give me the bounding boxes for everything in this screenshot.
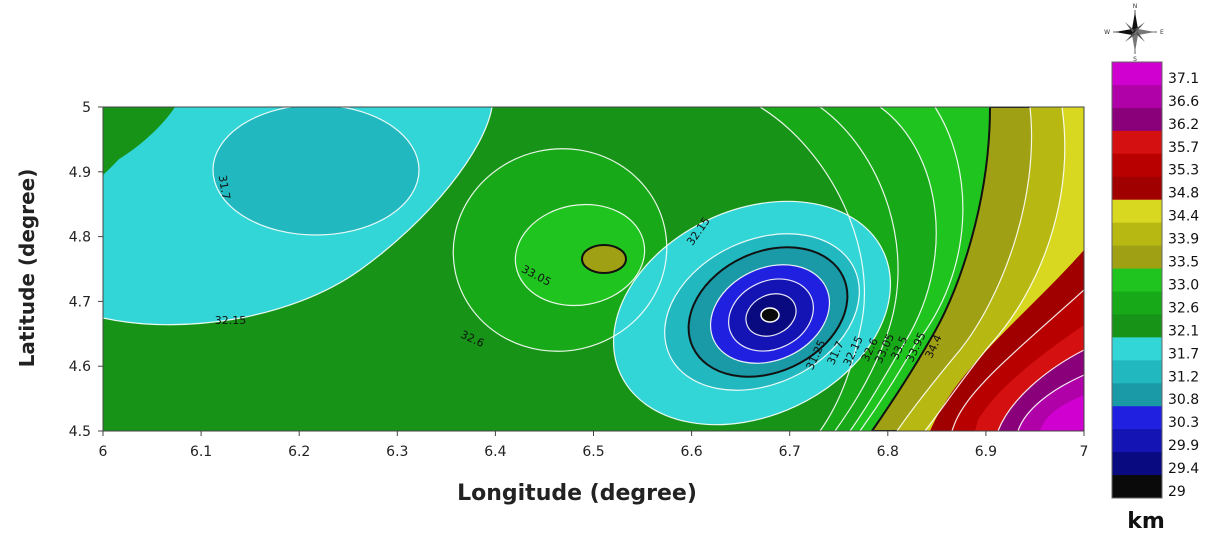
colorbar-label: 37.1 xyxy=(1168,71,1199,87)
colorbar-label: 31.7 xyxy=(1168,346,1199,362)
colorbar-swatch xyxy=(1112,429,1162,453)
x-tick-label: 6.6 xyxy=(680,444,702,460)
contour-label: 31.7 xyxy=(216,174,233,200)
colorbar-swatch xyxy=(1112,84,1162,109)
colorbar-label: 32.6 xyxy=(1168,300,1199,316)
colorbar-swatch xyxy=(1112,245,1162,270)
field-33-0-oval xyxy=(515,204,645,306)
colorbar-label: 31.2 xyxy=(1168,369,1199,385)
field-33-5-spot xyxy=(581,244,627,274)
colorbar-label: 32.1 xyxy=(1168,323,1199,339)
colorbar-label: 35.7 xyxy=(1168,140,1199,156)
y-tick-label: 4.9 xyxy=(69,165,91,181)
x-axis-title: Longitude (degree) xyxy=(457,481,697,506)
colorbar-swatch xyxy=(1112,314,1162,338)
contour-lines xyxy=(103,107,1084,431)
colorbar-label: 36.6 xyxy=(1168,94,1199,110)
x-tick-label: 7 xyxy=(1080,444,1089,460)
x-tick-label: 6.7 xyxy=(779,444,801,460)
colorbar-label: 34.4 xyxy=(1168,209,1199,225)
colorbar-label: 30.3 xyxy=(1168,415,1199,431)
field-29-low xyxy=(760,307,780,323)
colorbar-label: 35.3 xyxy=(1168,163,1199,179)
colorbar-label: 29.9 xyxy=(1168,438,1199,454)
compass-n-label: N xyxy=(1133,3,1138,10)
y-tick-label: 5 xyxy=(82,100,91,116)
colorbar-swatch xyxy=(1112,176,1162,201)
colorbar-label: 30.8 xyxy=(1168,392,1199,408)
colorbar-swatch xyxy=(1112,360,1162,384)
colorbar-swatch xyxy=(1112,222,1162,247)
y-tick-label: 4.8 xyxy=(69,230,91,246)
field-corner-green xyxy=(103,107,175,168)
y-axis: 4.5 4.6 4.7 4.8 4.9 5 xyxy=(69,100,103,440)
field-31-2-upper-left xyxy=(213,107,419,235)
field-37-1-right xyxy=(1040,395,1084,431)
colorbar-swatch xyxy=(1112,130,1162,155)
colorbar-swatch xyxy=(1112,291,1162,315)
y-tick-label: 4.7 xyxy=(69,294,91,310)
colorbar-unit: km xyxy=(1127,509,1165,533)
colorbar-swatch xyxy=(1112,153,1162,178)
colorbar-swatch xyxy=(1112,62,1162,86)
x-tick-label: 6.1 xyxy=(190,444,212,460)
colorbar-label: 33.0 xyxy=(1168,277,1199,293)
compass-s-label: S xyxy=(1133,56,1137,63)
colorbar-frame xyxy=(1111,61,1163,499)
compass-w-label: W xyxy=(1104,29,1110,36)
colorbar-swatch xyxy=(1112,268,1162,292)
colorbar-swatch xyxy=(1112,475,1162,499)
colorbar-label: 36.2 xyxy=(1168,117,1199,133)
x-tick-label: 6.4 xyxy=(484,444,506,460)
colorbar-swatch xyxy=(1112,337,1162,361)
y-axis-title: Latitude (degree) xyxy=(15,169,39,368)
x-tick-label: 6.3 xyxy=(386,444,408,460)
colorbar-swatch xyxy=(1112,199,1162,224)
colorbar-swatch xyxy=(1112,383,1162,407)
compass-rose-icon: N S E W xyxy=(1104,3,1164,63)
x-axis: 6 6.1 6.2 6.3 6.4 6.5 6.6 6.7 6.8 6.9 7 xyxy=(99,431,1089,460)
y-tick-label: 4.5 xyxy=(69,424,91,440)
colorbar-label: 29 xyxy=(1168,484,1186,500)
colorbar-label: 34.8 xyxy=(1168,186,1199,202)
colorbar-label: 29.4 xyxy=(1168,461,1199,477)
colorbar-label: 33.9 xyxy=(1168,232,1199,248)
colorbar-label: 33.5 xyxy=(1168,255,1199,271)
colorbar: 37.1 36.6 36.2 35.7 35.3 34.8 34.4 33.9 33.5 33.0… xyxy=(1111,61,1199,500)
colorbar-swatch xyxy=(1112,107,1162,132)
colorbar-swatch xyxy=(1112,452,1162,476)
x-tick-label: 6.8 xyxy=(877,444,899,460)
x-tick-label: 6.9 xyxy=(975,444,997,460)
plot-area: 31.732.1533.0532.632.1531.2531.732.1532.… xyxy=(103,107,1084,431)
x-tick-label: 6.2 xyxy=(288,444,310,460)
x-tick-label: 6 xyxy=(99,444,108,460)
compass-e-label: E xyxy=(1160,29,1164,36)
x-tick-label: 6.5 xyxy=(582,444,604,460)
colorbar-swatch xyxy=(1112,406,1162,430)
y-tick-label: 4.6 xyxy=(69,359,91,375)
contour-label: 32.15 xyxy=(215,314,247,327)
